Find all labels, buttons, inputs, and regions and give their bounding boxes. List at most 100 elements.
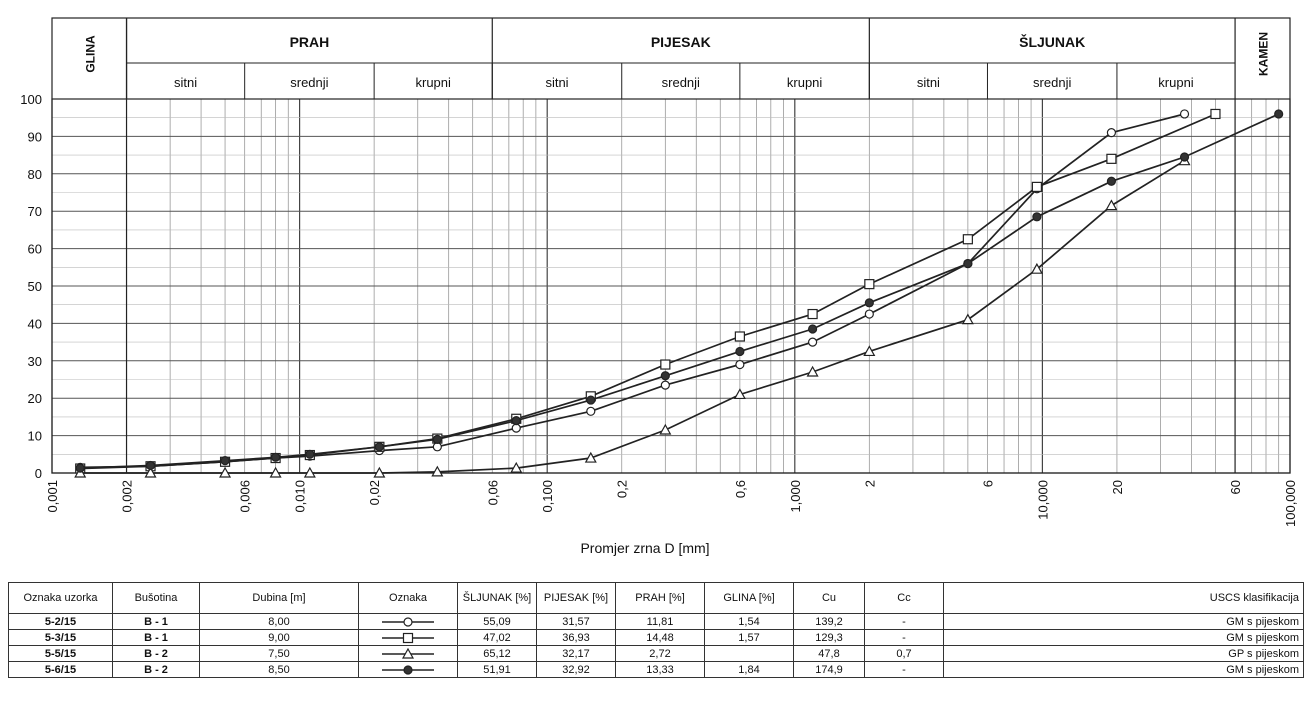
header-oznaka-uzorka: Oznaka uzorka <box>8 582 113 614</box>
data-point <box>659 423 672 435</box>
y-tick-label: 0 <box>35 466 42 481</box>
cell-dubina: 9,00 <box>199 629 359 646</box>
data-point <box>1106 128 1117 138</box>
data-point <box>660 380 670 390</box>
data-point <box>303 466 316 478</box>
data-point <box>1179 109 1190 119</box>
data-point <box>586 395 596 405</box>
data-point <box>432 442 442 452</box>
x-tick-label: 10,000 <box>1035 480 1050 520</box>
data-point <box>1210 108 1221 120</box>
header-frame <box>51 17 1291 474</box>
data-point <box>269 466 282 478</box>
header-busotina: Bušotina <box>112 582 200 614</box>
data-point <box>220 456 230 466</box>
header-prah: PRAH [%] <box>615 582 705 614</box>
cell-glina: 1,54 <box>704 613 794 630</box>
data-point <box>219 466 232 478</box>
header-sljunak: ŠLJUNAK [%] <box>457 582 537 614</box>
cell-cu: 174,9 <box>793 661 865 678</box>
data-point <box>962 234 973 245</box>
circle-open-marker-icon <box>358 613 458 630</box>
data-point <box>511 416 521 426</box>
y-tick-label: 50 <box>28 279 42 294</box>
x-tick-label: 0,02 <box>367 480 382 505</box>
x-axis-label: Promjer zrna D [mm] <box>580 540 709 556</box>
header-cu: Cu <box>793 582 865 614</box>
cell-oznaka-uzorka: 5-2/15 <box>8 613 113 630</box>
header-glina: GLINA [%] <box>704 582 794 614</box>
sample-table: Oznaka uzorka Bušotina Dubina [m] Oznaka… <box>8 582 1304 678</box>
x-tick-label: 2 <box>862 480 877 487</box>
x-tick-label: 60 <box>1228 480 1243 494</box>
x-tick-label: 6 <box>980 480 995 487</box>
data-point <box>510 461 523 473</box>
class-label-sub: sitni <box>174 75 197 90</box>
data-point <box>864 279 875 290</box>
cell-uscs: GM s pijeskom <box>943 629 1304 646</box>
data-point <box>1105 199 1118 211</box>
y-tick-label: 10 <box>28 429 42 444</box>
header-uscs: USCS klasifikacija <box>943 582 1304 614</box>
cell-sljunak: 55,09 <box>457 613 537 630</box>
y-tick-label: 70 <box>28 204 42 219</box>
class-label-main: PIJESAK <box>651 34 711 50</box>
cell-oznaka-uzorka: 5-3/15 <box>8 629 113 646</box>
cell-cu: 129,3 <box>793 629 865 646</box>
class-label-glina: GLINA <box>83 35 97 73</box>
data-point <box>271 452 281 462</box>
x-tick-label: 0,002 <box>120 480 135 513</box>
data-point <box>1274 109 1284 119</box>
x-tick-label: 0,06 <box>485 480 500 505</box>
y-tick-label: 40 <box>28 316 42 331</box>
data-point <box>144 466 157 478</box>
header-oznaka: Oznaka <box>358 582 458 614</box>
cell-cc: - <box>864 629 944 646</box>
series-line <box>80 113 1185 469</box>
data-point <box>586 406 596 416</box>
data-point <box>735 346 745 357</box>
class-label-main: PRAH <box>290 34 330 50</box>
cell-pijesak: 32,17 <box>536 645 616 662</box>
y-tick-label: 60 <box>28 242 42 257</box>
header-pijesak: PIJESAK [%] <box>536 582 616 614</box>
cell-sljunak: 65,12 <box>457 645 537 662</box>
cell-cu: 47,8 <box>793 645 865 662</box>
class-label-sub: srednji <box>290 75 328 90</box>
cell-busotina: B - 2 <box>112 661 200 678</box>
cell-dubina: 7,50 <box>199 645 359 662</box>
class-label-kamen: KAMEN <box>1257 32 1271 76</box>
y-tick-label: 90 <box>28 129 42 144</box>
data-point <box>807 308 818 320</box>
cell-cu: 139,2 <box>793 613 865 630</box>
y-tick-label: 80 <box>28 167 42 182</box>
data-point <box>1031 181 1042 192</box>
cell-pijesak: 36,93 <box>536 629 616 646</box>
data-point <box>863 345 876 357</box>
class-label-sub: srednji <box>1033 75 1071 90</box>
data-point <box>660 359 671 370</box>
table-row: 5-6/15 B - 2 8,50 51,91 32,92 13,33 1,84… <box>8 661 1304 678</box>
data-point <box>431 465 444 477</box>
cell-pijesak: 32,92 <box>536 661 616 678</box>
grain-size-chart: PRAH PIJESAK ŠLJUNAK sitni srednji krupni sitn… <box>20 17 1298 556</box>
cell-sljunak: 51,91 <box>457 661 537 678</box>
cell-uscs: GM s pijeskom <box>943 661 1304 678</box>
y-tick-label: 30 <box>28 354 42 369</box>
x-tick-label: 0,100 <box>540 480 555 513</box>
series-line <box>80 113 1280 469</box>
cell-uscs: GM s pijeskom <box>943 613 1304 630</box>
data-point <box>864 309 874 319</box>
cell-prah: 13,33 <box>615 661 705 678</box>
data-point <box>735 359 745 370</box>
data-point <box>511 423 521 433</box>
cell-busotina: B - 1 <box>112 629 200 646</box>
cell-glina <box>704 645 794 662</box>
series-5-6-15 <box>75 109 1284 473</box>
header-cc: Cc <box>864 582 944 614</box>
cell-busotina: B - 1 <box>112 613 200 630</box>
data-point <box>432 434 442 444</box>
data-point <box>75 463 85 473</box>
x-tick-label: 0,006 <box>238 480 253 513</box>
class-label-main: ŠLJUNAK <box>1019 33 1085 50</box>
